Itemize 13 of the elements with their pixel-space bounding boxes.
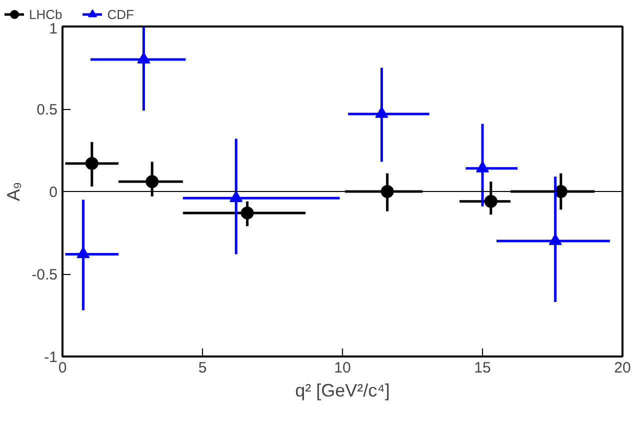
x-tick-label: 10: [334, 360, 351, 376]
legend-label: LHCb: [29, 6, 62, 22]
x-tick-label: 15: [474, 360, 491, 376]
y-tick-label: 0.5: [36, 102, 58, 118]
x-axis-title: q² [GeV²/c⁴]: [295, 380, 390, 400]
legend-label: CDF: [107, 6, 134, 22]
y-axis-title: A₉: [4, 182, 24, 202]
x-tick-label: 5: [198, 360, 207, 376]
y-tick-label: -0.5: [32, 266, 58, 284]
y-tick-label: 1: [49, 20, 58, 38]
y-tick-label: 0: [49, 184, 58, 201]
x-tick-label: 20: [614, 360, 631, 376]
y-tick-label: -1: [44, 349, 58, 366]
